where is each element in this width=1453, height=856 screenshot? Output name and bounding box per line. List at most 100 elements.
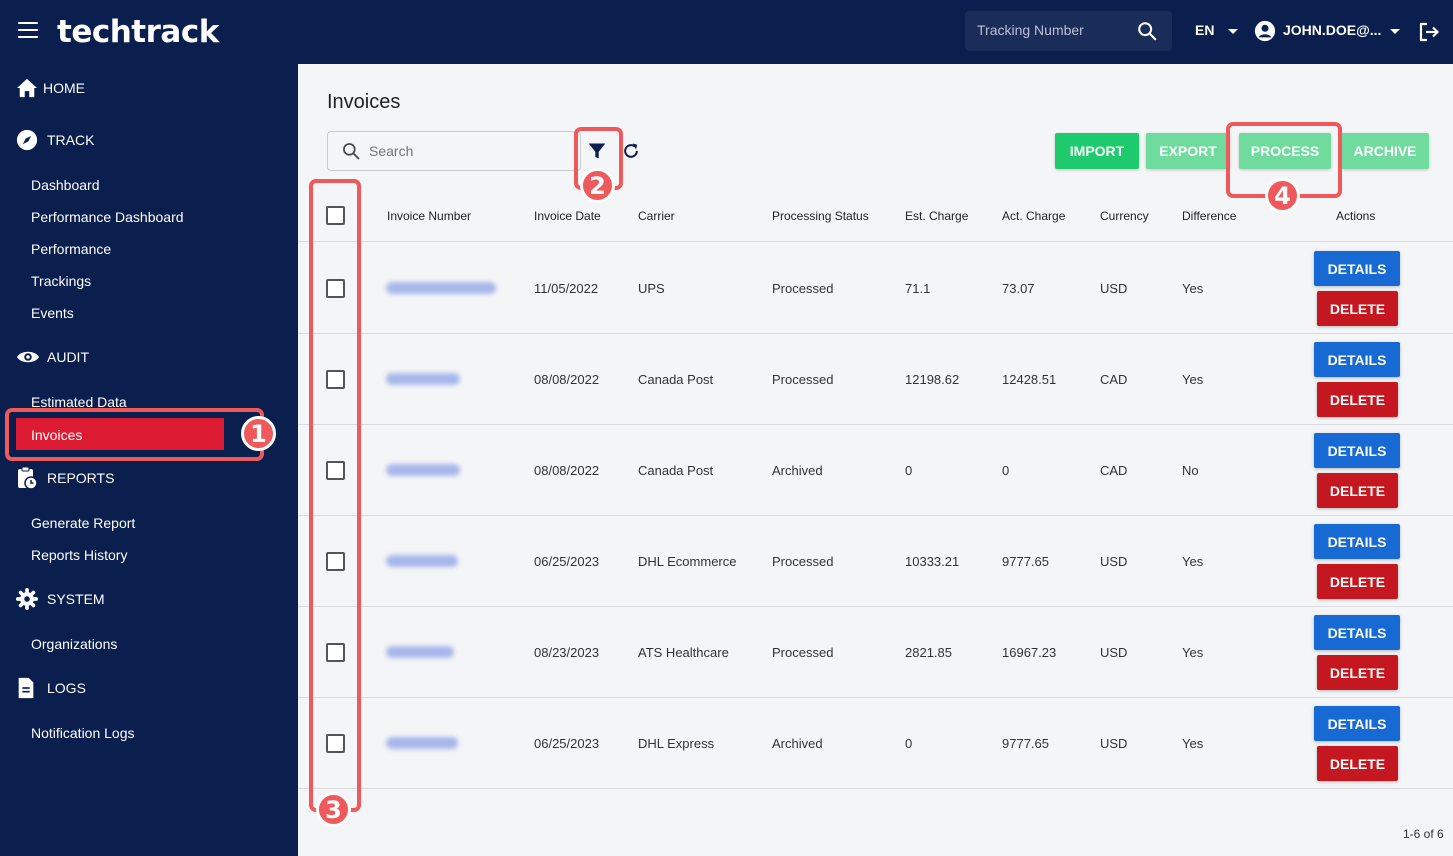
process-button[interactable]: PROCESS [1239, 133, 1331, 169]
sidebar-item-invoices-label: Invoices [31, 427, 83, 443]
eye-icon [17, 351, 39, 363]
act-charge: 16967.23 [1002, 645, 1057, 660]
invoice-number-link[interactable] [386, 737, 458, 749]
sidebar-item-invoices[interactable]: Invoices [16, 418, 224, 450]
row-checkbox[interactable] [326, 734, 345, 753]
clipboard-clock-icon [18, 466, 38, 490]
menu-icon[interactable] [18, 22, 38, 38]
row-checkbox[interactable] [326, 643, 345, 662]
currency: USD [1100, 736, 1128, 751]
sidebar-logs-label: LOGS [47, 680, 86, 696]
processing-status: Archived [772, 736, 823, 751]
home-icon [17, 78, 37, 98]
sidebar-item-reports-history[interactable]: Reports History [31, 547, 128, 563]
column-currency[interactable]: Currency [1100, 209, 1149, 223]
gear-icon [16, 588, 38, 610]
invoice-number-link[interactable] [386, 646, 454, 658]
processing-status: Processed [772, 645, 834, 660]
sidebar-item-home[interactable]: HOME [16, 76, 85, 100]
delete-button[interactable]: DELETE [1317, 564, 1398, 599]
sidebar-section-track[interactable]: TRACK [16, 128, 94, 152]
difference: Yes [1182, 281, 1204, 296]
search-icon[interactable] [1136, 20, 1158, 42]
sidebar-item-organizations[interactable]: Organizations [31, 636, 118, 652]
invoice-date: 06/25/2023 [534, 554, 600, 569]
language-dropdown-icon[interactable] [1228, 29, 1238, 34]
sidebar-section-logs[interactable]: LOGS [16, 676, 86, 700]
tracking-number-input[interactable]: Tracking Number [965, 11, 1172, 51]
invoice-number-link[interactable] [386, 373, 460, 385]
sidebar-item-notification-logs[interactable]: Notification Logs [31, 725, 135, 741]
row-checkbox[interactable] [326, 279, 345, 298]
user-menu[interactable]: JOHN.DOE@... [1283, 22, 1382, 38]
column-processing-status[interactable]: Processing Status [772, 209, 869, 223]
column-act-charge[interactable]: Act. Charge [1002, 209, 1066, 223]
row-checkbox[interactable] [326, 552, 345, 571]
export-button[interactable]: EXPORT [1146, 133, 1230, 169]
details-button[interactable]: DETAILS [1314, 706, 1400, 741]
delete-button[interactable]: DELETE [1317, 473, 1398, 508]
logout-icon[interactable] [1417, 20, 1441, 44]
details-button[interactable]: DETAILS [1314, 342, 1400, 377]
archive-button[interactable]: ARCHIVE [1341, 133, 1429, 169]
sidebar-item-performance[interactable]: Performance [31, 241, 112, 257]
refresh-icon[interactable] [621, 141, 641, 161]
delete-button[interactable]: DELETE [1317, 746, 1398, 781]
sidebar-home-label: HOME [43, 80, 85, 96]
tracking-number-placeholder: Tracking Number [977, 22, 1084, 38]
filter-icon[interactable] [587, 141, 607, 161]
invoice-number-link[interactable] [386, 282, 496, 294]
pagination-info: 1-6 of 6 [1403, 827, 1444, 841]
currency: USD [1100, 281, 1128, 296]
column-carrier[interactable]: Carrier [638, 209, 675, 223]
processing-status: Archived [772, 463, 823, 478]
import-button[interactable]: IMPORT [1055, 133, 1139, 169]
details-button[interactable]: DETAILS [1314, 251, 1400, 286]
sidebar-section-system[interactable]: SYSTEM [16, 587, 105, 611]
sidebar-section-audit[interactable]: AUDIT [16, 345, 89, 369]
difference: Yes [1182, 372, 1204, 387]
app-logo[interactable]: techtrack [57, 14, 219, 50]
invoice-date: 08/08/2022 [534, 372, 600, 387]
sidebar-item-trackings[interactable]: Trackings [31, 273, 92, 289]
column-est-charge[interactable]: Est. Charge [905, 209, 969, 223]
invoice-number-link[interactable] [386, 555, 458, 567]
details-button[interactable]: DETAILS [1314, 615, 1400, 650]
sidebar-section-reports[interactable]: REPORTS [16, 466, 114, 490]
est-charge: 71.1 [905, 281, 931, 296]
sidebar-item-generate-report[interactable]: Generate Report [31, 515, 136, 531]
sidebar: HOME TRACK Dashboard Performance Dashboa… [0, 64, 298, 856]
account-icon[interactable] [1254, 20, 1276, 42]
sidebar-item-events[interactable]: Events [31, 305, 74, 321]
processing-status: Processed [772, 281, 834, 296]
column-actions: Actions [1336, 209, 1376, 223]
est-charge: 2821.85 [905, 645, 952, 660]
details-button[interactable]: DETAILS [1314, 524, 1400, 559]
table-row: 06/25/2023 DHL Express Archived 0 9777.6… [298, 698, 1453, 789]
details-button[interactable]: DETAILS [1314, 433, 1400, 468]
invoice-date: 11/05/2022 [534, 281, 599, 296]
table-row: 11/05/2022 UPS Processed 71.1 73.07 USD … [298, 243, 1453, 334]
sidebar-item-dashboard[interactable]: Dashboard [31, 177, 100, 193]
row-checkbox[interactable] [326, 370, 345, 389]
language-selector[interactable]: EN [1195, 22, 1215, 38]
sidebar-item-estimated-data[interactable]: Estimated Data [31, 394, 127, 410]
column-invoice-date[interactable]: Invoice Date [534, 209, 601, 223]
delete-button[interactable]: DELETE [1317, 655, 1398, 690]
delete-button[interactable]: DELETE [1317, 291, 1398, 326]
column-invoice-number[interactable]: Invoice Number [387, 209, 472, 223]
carrier: DHL Express [638, 736, 715, 751]
page-title: Invoices [327, 91, 401, 113]
user-dropdown-icon[interactable] [1390, 29, 1400, 34]
sidebar-item-performance-dashboard[interactable]: Performance Dashboard [31, 209, 184, 225]
search-input[interactable]: Search [327, 131, 581, 171]
row-checkbox[interactable] [326, 461, 345, 480]
table-row: 06/25/2023 DHL Ecommerce Processed 10333… [298, 516, 1453, 607]
invoice-number-link[interactable] [386, 464, 460, 476]
delete-button[interactable]: DELETE [1317, 382, 1398, 417]
column-difference[interactable]: Difference [1182, 209, 1237, 223]
select-all-checkbox[interactable] [326, 206, 345, 225]
est-charge: 10333.21 [905, 554, 960, 569]
table-header: Invoice Number Invoice Date Carrier Proc… [298, 194, 1453, 242]
compass-icon [16, 129, 38, 151]
